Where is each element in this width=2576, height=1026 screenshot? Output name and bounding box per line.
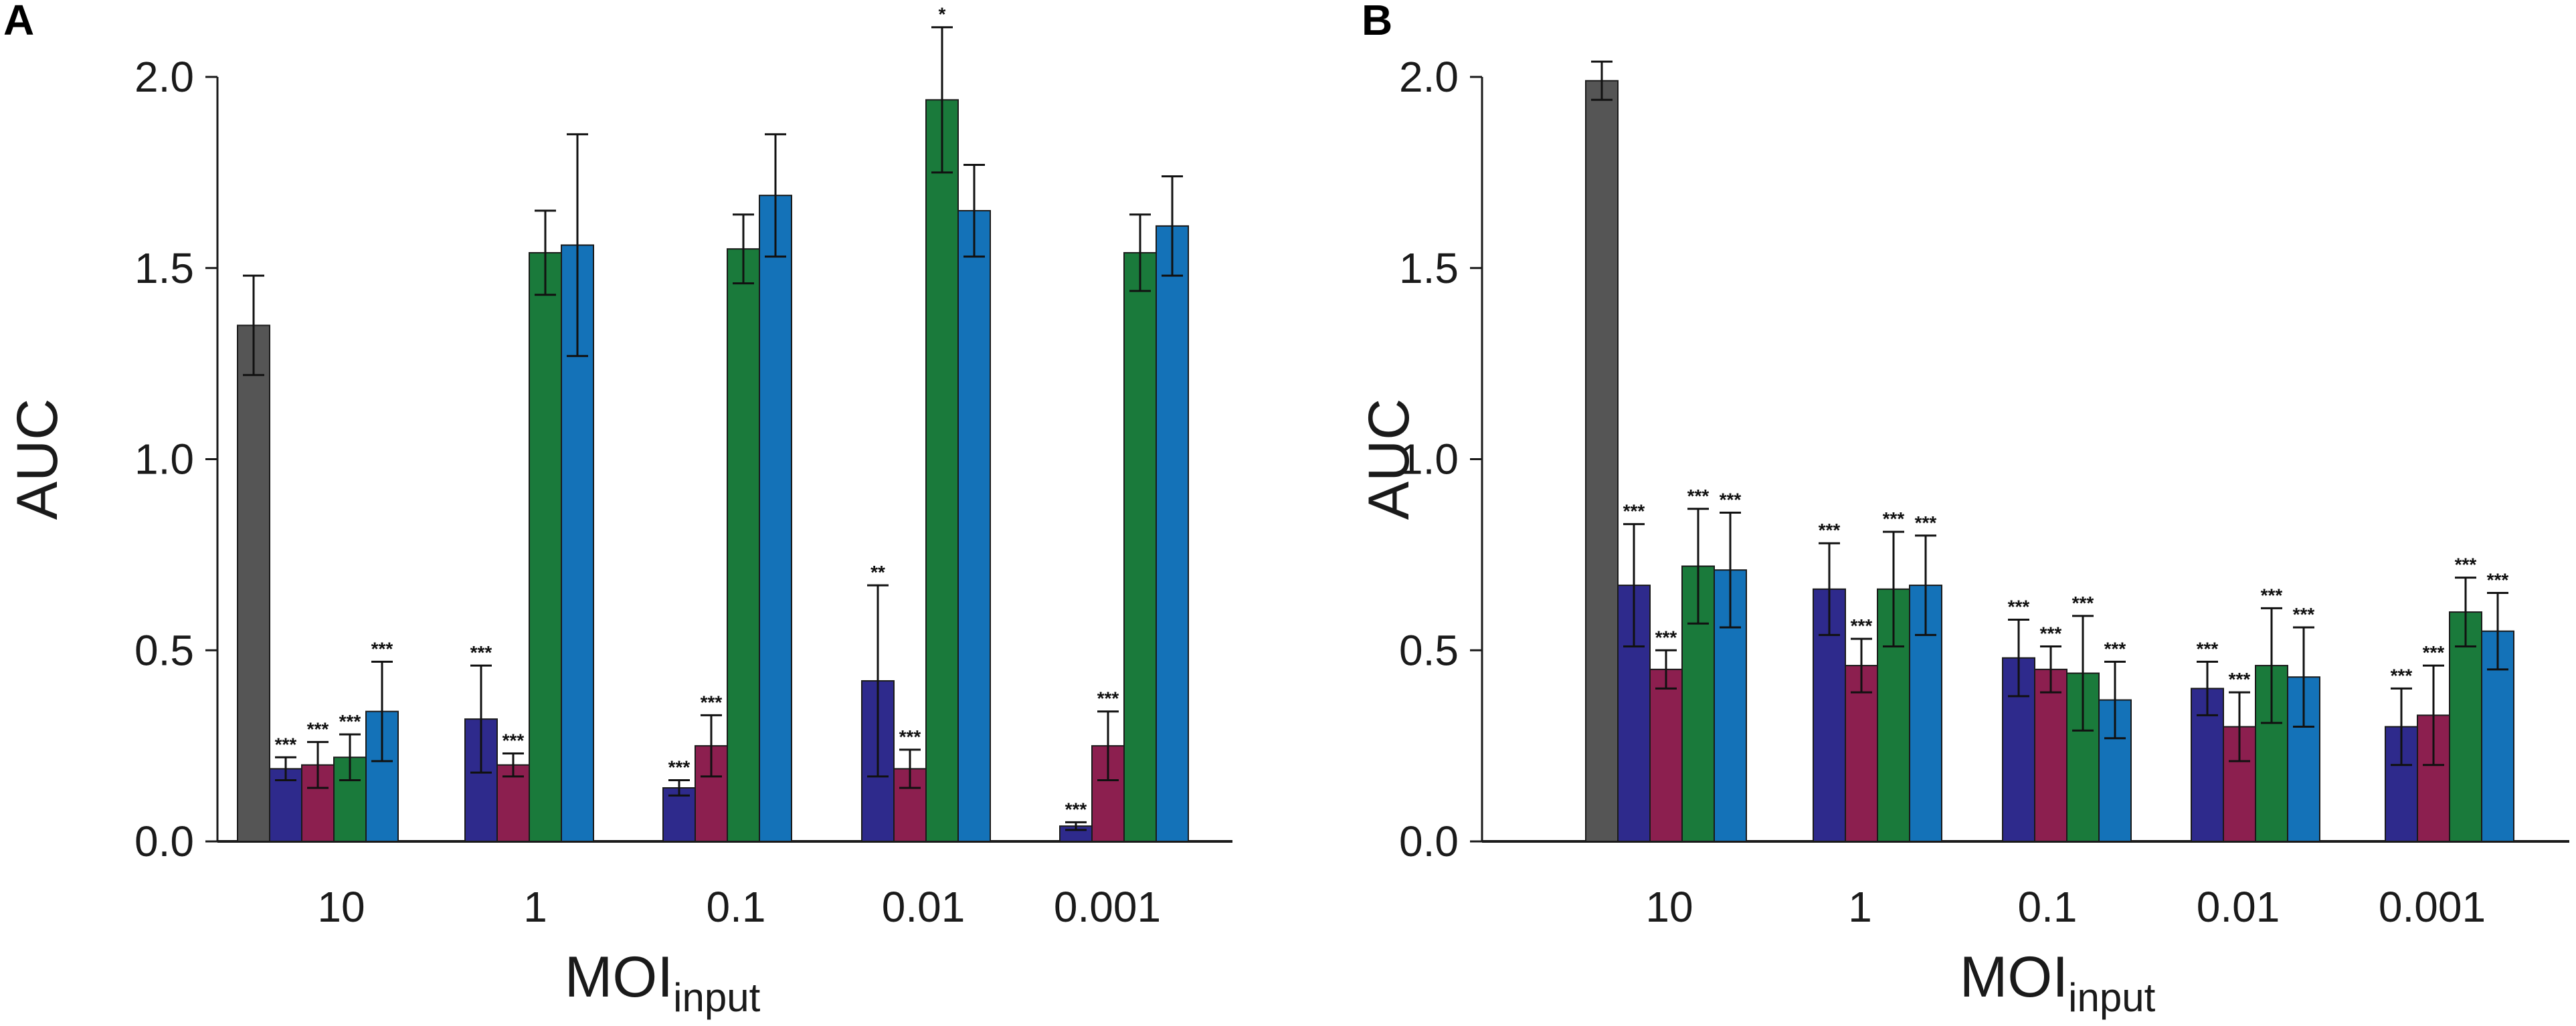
significance-label: *** [2261, 585, 2283, 605]
panel-letter: A [3, 0, 34, 44]
x-tick-label: 1 [1848, 883, 1872, 931]
x-tick-label: 10 [317, 883, 365, 931]
y-tick-label: 0.0 [1399, 817, 1459, 865]
significance-label: *** [1819, 520, 1841, 540]
significance-label: *** [2391, 665, 2413, 686]
significance-label: *** [701, 692, 723, 712]
panel-letter: B [1362, 0, 1392, 44]
significance-label: *** [1623, 501, 1645, 522]
significance-label: *** [2008, 597, 2030, 617]
x-axis-title-main: MOI [1960, 945, 2068, 1009]
significance-label: *** [1720, 490, 1742, 510]
x-tick-label: 0.01 [882, 883, 965, 931]
significance-label: *** [1915, 512, 1937, 533]
y-tick-label: 2.0 [134, 53, 194, 101]
series-1-bar [2191, 688, 2224, 843]
significance-label: *** [899, 726, 921, 747]
chart-panel-a: A 0.0 0.5 1.0 1.5 2.0 AUC 10 1 0.1 0.01 0.001 MOIinp… [3, 0, 1232, 1020]
significance-label: *** [470, 642, 492, 663]
series-2-bar [1845, 665, 1878, 842]
control-bar [1585, 80, 1619, 843]
x-axis-title-main: MOI [565, 945, 673, 1009]
x-tick-label: 0.01 [2197, 883, 2280, 931]
significance-label: *** [2104, 638, 2126, 659]
series-3-bar [925, 99, 959, 842]
series-4-bar [759, 195, 792, 843]
y-axis-title: AUC [5, 399, 70, 520]
x-tick-label: 10 [1645, 883, 1693, 931]
y-tick-label: 0.0 [134, 817, 194, 865]
significance-label: *** [275, 734, 297, 754]
significance-label: *** [1883, 508, 1905, 529]
series-3-bar [2449, 611, 2482, 842]
significance-label: *** [2423, 642, 2445, 663]
significance-label: * [939, 4, 946, 25]
y-tick-label: 1.5 [134, 244, 194, 292]
y-tick-label: 1.0 [1399, 435, 1459, 484]
significance-label: *** [1687, 486, 1710, 506]
significance-label: *** [1655, 627, 1677, 647]
significance-label: *** [1851, 615, 1873, 636]
y-tick-label: 0.5 [1399, 626, 1459, 674]
significance-label: *** [1097, 688, 1119, 709]
x-axis-title-subscript: input [673, 975, 760, 1020]
significance-label: *** [2229, 669, 2251, 690]
y-axis-title: AUC [1357, 399, 1421, 520]
x-axis-title-subscript: input [2068, 975, 2155, 1020]
y-tick-label: 1.5 [1399, 244, 1459, 292]
x-tick-label: 0.001 [1054, 883, 1161, 931]
significance-label: *** [339, 711, 361, 732]
series-2-bar [2034, 668, 2067, 842]
significance-label: *** [2040, 623, 2062, 644]
significance-label: *** [371, 638, 393, 659]
x-tick-label: 1 [523, 883, 547, 931]
x-axis-title: MOIinput [1960, 945, 2156, 1020]
significance-label: *** [2072, 593, 2094, 613]
series-1-bar [1813, 588, 1846, 842]
series-3-bar [1123, 251, 1157, 842]
control-bar [237, 324, 270, 843]
series-1-bar [662, 787, 696, 842]
significance-label: *** [2293, 604, 2315, 625]
y-tick-label: 1.0 [134, 435, 194, 484]
series-4-bar [957, 210, 991, 842]
series-2-bar [1091, 745, 1125, 842]
significance-label: *** [668, 757, 691, 778]
x-tick-label: 0.1 [2018, 883, 2078, 931]
significance-label: *** [307, 718, 329, 739]
series-2-bar [1649, 668, 1683, 842]
y-tick-label: 0.5 [134, 626, 194, 674]
x-tick-label: 0.001 [2379, 883, 2486, 931]
significance-label: *** [2455, 554, 2477, 575]
x-axis-title: MOIinput [565, 945, 761, 1020]
series-1-bar [464, 718, 498, 842]
significance-label: *** [502, 730, 525, 751]
y-tick-label: 2.0 [1399, 53, 1459, 101]
x-tick-label: 0.1 [707, 883, 766, 931]
significance-label: *** [2487, 570, 2509, 591]
significance-label: *** [1065, 799, 1087, 819]
series-3-bar [727, 248, 760, 842]
series-3-bar [529, 251, 562, 842]
chart-panel-b: B 0.0 0.5 1.0 1.5 2.0 AUC 10 1 0.1 0.01 0.001 MOIinp… [1357, 0, 2569, 1020]
significance-label: ** [870, 562, 885, 583]
series-4-bar [1156, 225, 1189, 842]
significance-label: *** [2197, 638, 2219, 659]
